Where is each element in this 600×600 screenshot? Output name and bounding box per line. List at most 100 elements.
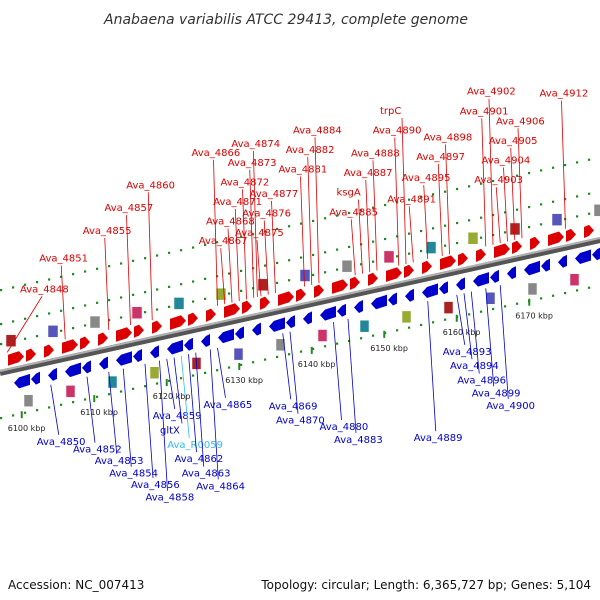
guide-dot-rev-inner — [444, 244, 447, 247]
guide-dot-fwd-inner — [576, 195, 579, 198]
guide-dot-rev — [276, 355, 279, 359]
gene-leader-line — [159, 360, 168, 491]
feature-box-lower — [527, 282, 538, 296]
guide-dot-fwd — [156, 254, 159, 257]
guide-dot-rev — [96, 395, 99, 398]
gene-label: Ava_4898 — [424, 132, 473, 143]
reverse-gene-arrow — [422, 283, 438, 298]
guide-dot-rev-inner — [108, 319, 111, 322]
feature-box-lower — [569, 273, 580, 286]
gene-label: trpC — [380, 106, 401, 117]
guide-dot-fwd — [36, 281, 39, 284]
guide-dot-rev — [288, 353, 291, 356]
reverse-gene-arrow — [201, 333, 210, 347]
guide-dot-fwd — [216, 241, 219, 244]
gene-label: Ava_4852 — [73, 445, 122, 456]
gene-leader-line — [108, 371, 118, 454]
gene-leader-line — [423, 185, 429, 260]
guide-dot-rev-inner — [24, 337, 27, 340]
guide-dot-rev — [564, 291, 567, 295]
guide-dot-fwd-inner — [216, 275, 219, 278]
reverse-gene-arrow — [405, 288, 414, 302]
guide-dot-rev — [168, 379, 171, 382]
forward-gene-arrow — [584, 224, 594, 239]
gene-leader-line — [252, 150, 258, 297]
guide-dot-fwd — [120, 262, 123, 265]
guide-dot-rev-inner — [72, 327, 75, 330]
forward-gene-arrow — [62, 339, 78, 354]
reverse-gene-arrow — [218, 328, 234, 344]
gene-label: Ava_4902 — [467, 87, 516, 98]
gene-leader-line — [372, 160, 378, 271]
gene-label: Ava_4865 — [204, 400, 253, 411]
guide-dot-rev — [588, 286, 591, 289]
guide-dot-fwd — [432, 193, 435, 196]
forward-gene-arrow — [296, 288, 306, 302]
feature-box-lower — [485, 292, 496, 305]
gene-leader-line — [314, 137, 320, 284]
gene-label: Ava_4867 — [199, 236, 248, 247]
guide-dot-rev — [204, 371, 207, 374]
feature-box-lower — [23, 394, 34, 407]
guide-dot-fwd — [588, 158, 591, 161]
guide-dot-rev-inner — [360, 263, 363, 266]
guide-dot-rev — [132, 387, 135, 390]
guide-dot-fwd — [144, 257, 147, 260]
genome-backbone — [0, 237, 600, 376]
forward-gene-arrow — [170, 315, 186, 330]
guide-dot-rev — [336, 342, 339, 345]
gene-label: Ava_4880 — [320, 422, 369, 433]
reverse-gene-arrow — [252, 322, 261, 336]
reverse-gene-arrow — [31, 371, 40, 385]
guide-dot-fwd — [456, 187, 459, 191]
gene-leader-line — [307, 156, 313, 285]
guide-dot-fwd-inner — [492, 213, 495, 217]
gene-label: Ava_4870 — [276, 416, 325, 427]
gene-leader-line — [503, 167, 508, 242]
guide-dot-fwd — [252, 233, 255, 236]
gene-leader-line — [495, 187, 501, 244]
guide-dot-fwd — [372, 206, 375, 209]
guide-dot-fwd-inner — [108, 299, 111, 302]
scale-tick-label: 6140 kbp — [298, 360, 336, 369]
gene-leader-line — [481, 118, 487, 247]
guide-dot-fwd — [492, 179, 495, 183]
gene-label: Ava_4877 — [250, 189, 299, 200]
guide-dot-rev-inner — [204, 297, 207, 300]
gene-label: Ava_4900 — [486, 401, 535, 412]
gene-label: Ava_4864 — [196, 481, 245, 492]
reverse-gene-arrow — [184, 337, 193, 351]
gene-label: Ava_4875 — [235, 228, 284, 239]
gene-leader-line — [180, 355, 190, 438]
guide-dot-rev — [576, 289, 579, 292]
guide-dot-fwd-inner — [588, 192, 591, 195]
scale-ticks: 6100 kbp 6110 kbp 6120 kbp 6130 kbp 6140 kbp… — [8, 298, 553, 433]
feature-box-upper — [215, 287, 227, 301]
forward-gene-arrow — [476, 248, 486, 262]
forward-gene-arrow — [80, 336, 90, 350]
gene-label: Ava_4901 — [460, 106, 509, 117]
gene-label: Ava_4862 — [175, 454, 224, 465]
guide-dot-fwd-inner — [420, 229, 423, 233]
reverse-gene-arrow — [456, 277, 465, 291]
guide-dot-fwd-inner — [228, 272, 231, 275]
guide-dot-rev — [420, 323, 423, 327]
guide-dot-fwd-inner — [72, 307, 75, 310]
guide-dot-rev — [228, 366, 231, 369]
reverse-gene-arrow — [65, 362, 81, 378]
guide-dot-fwd — [384, 203, 387, 207]
guide-dot-rev — [108, 393, 111, 396]
gene-leader-line — [289, 331, 299, 414]
guide-dot-rev — [252, 361, 255, 364]
guide-dot-rev-inner — [240, 289, 243, 292]
guide-dot-fwd — [132, 259, 135, 262]
gene-label: Ava_4848 — [20, 284, 69, 295]
guide-dot-fwd-inner — [396, 235, 399, 238]
guide-dot-fwd — [312, 219, 315, 223]
guide-dot-fwd-inner — [60, 309, 63, 312]
feature-box-upper — [551, 213, 563, 226]
guide-dot-rev — [408, 326, 411, 329]
guide-dot-rev — [180, 377, 183, 380]
guide-dot-fwd-inner — [564, 197, 567, 201]
